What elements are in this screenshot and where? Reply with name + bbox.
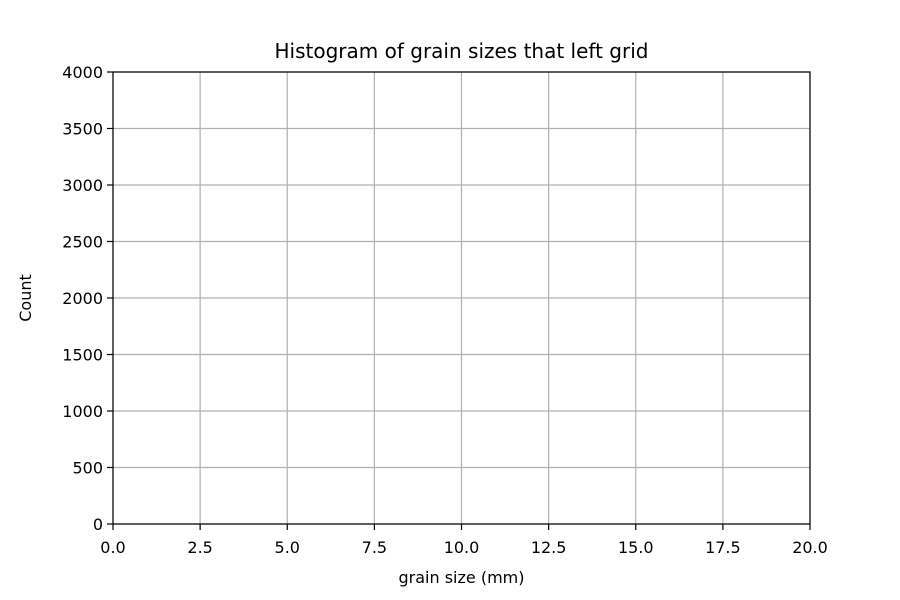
x-tick-label: 20.0	[792, 538, 828, 557]
y-tick-label: 2000	[62, 289, 103, 308]
x-tick-label: 5.0	[275, 538, 300, 557]
x-tick-label: 17.5	[705, 538, 741, 557]
y-tick-label: 4000	[62, 63, 103, 82]
x-tick-label: 12.5	[531, 538, 567, 557]
grid-lines	[112, 71, 811, 525]
x-tick-label: 7.5	[362, 538, 387, 557]
x-tick-label: 0.0	[100, 538, 125, 557]
y-tick-label: 500	[72, 459, 103, 478]
y-tick-label: 3500	[62, 120, 103, 139]
y-axis-label: Count	[16, 274, 35, 322]
y-tick-label: 0	[93, 515, 103, 534]
y-tick-label: 1000	[62, 402, 103, 421]
chart-title: Histogram of grain sizes that left grid	[275, 39, 649, 63]
y-tick-label: 1500	[62, 346, 103, 365]
y-tick-label: 2500	[62, 233, 103, 252]
axis-ticks: 0.0 2.5 5.0 7.5 10.0 12.5 15.0 17.5 20.0 0 500 1000…	[62, 63, 828, 557]
x-tick-label: 15.0	[618, 538, 654, 557]
x-tick-label: 10.0	[444, 538, 480, 557]
x-axis-label: grain size (mm)	[399, 568, 525, 587]
y-tick-label: 3000	[62, 176, 103, 195]
x-tick-label: 2.5	[187, 538, 212, 557]
